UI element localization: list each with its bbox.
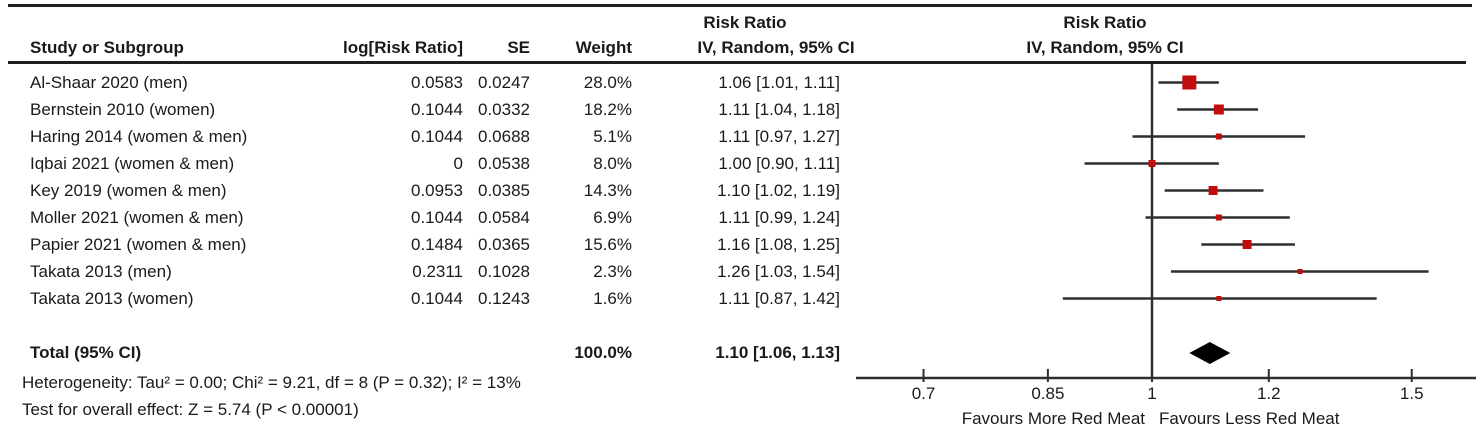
overall-effect-text: Test for overall effect: Z = 5.74 (P < 0…: [22, 400, 359, 419]
table-row: Al-Shaar 2020 (men) 0.0583 0.0247 28.0% 1.06…: [0, 73, 860, 93]
ci-value: 1.00 [0.90, 1.11]: [718, 153, 840, 173]
column-header-ci: IV, Random, 95% CI: [697, 38, 855, 57]
study-label: Takata 2013 (women): [30, 288, 194, 308]
se-value: 0.0247: [478, 72, 530, 92]
column-header-logrr: log[Risk Ratio]: [343, 38, 463, 57]
column-header-weight: Weight: [575, 38, 632, 57]
axis-tick-label: 1: [1147, 384, 1156, 403]
weight-value: 28.0%: [583, 72, 632, 92]
log-rr-value: 0.0953: [411, 180, 463, 200]
se-value: 0.0365: [478, 234, 530, 254]
se-value: 0.1243: [478, 288, 530, 308]
log-rr-value: 0.1044: [411, 207, 463, 227]
log-rr-value: 0: [453, 153, 463, 173]
se-value: 0.0688: [478, 126, 530, 146]
favours-right-label: Favours Less Red Meat: [1159, 409, 1340, 428]
effect-marker: [1148, 160, 1156, 167]
effect-marker: [1215, 133, 1222, 140]
ci-value: 1.11 [0.97, 1.27]: [718, 126, 840, 146]
effect-marker: [1208, 186, 1218, 195]
effect-marker: [1213, 104, 1224, 115]
column-header-study: Study or Subgroup: [30, 38, 184, 57]
study-label: Al-Shaar 2020 (men): [30, 72, 188, 92]
header-rule: [8, 61, 1466, 64]
effect-marker: [1215, 214, 1222, 221]
se-value: 0.0385: [478, 180, 530, 200]
table-row: Iqbai 2021 (women & men) 0 0.0538 8.0% 1.00 …: [0, 154, 860, 174]
favours-left-label: Favours More Red Meat: [962, 409, 1146, 428]
weight-value: 5.1%: [593, 126, 632, 146]
heterogeneity-text: Heterogeneity: Tau² = 0.00; Chi² = 9.21,…: [22, 373, 521, 392]
total-ci-value: 1.10 [1.06, 1.13]: [715, 343, 840, 362]
log-rr-value: 0.1044: [411, 288, 463, 308]
top-rule: [8, 4, 1472, 7]
plot-subtitle: IV, Random, 95% CI: [1026, 38, 1184, 57]
se-value: 0.1028: [478, 261, 530, 281]
se-value: 0.0584: [478, 207, 530, 227]
weight-value: 15.6%: [583, 234, 632, 254]
weight-value: 14.3%: [583, 180, 632, 200]
axis-tick-label: 1.5: [1400, 384, 1424, 403]
weight-value: 8.0%: [593, 153, 632, 173]
log-rr-value: 0.1044: [411, 126, 463, 146]
plot-title: Risk Ratio: [1063, 13, 1147, 32]
effect-marker: [1216, 296, 1222, 301]
axis-tick-label: 0.85: [1031, 384, 1064, 403]
table-row: Moller 2021 (women & men) 0.1044 0.0584 6.9…: [0, 208, 860, 228]
ci-value: 1.10 [1.02, 1.19]: [717, 180, 840, 200]
ci-value: 1.11 [0.87, 1.42]: [718, 288, 840, 308]
log-rr-value: 0.1484: [411, 234, 463, 254]
ci-value: 1.06 [1.01, 1.11]: [718, 72, 840, 92]
study-label: Papier 2021 (women & men): [30, 234, 247, 254]
weight-value: 1.6%: [593, 288, 632, 308]
effect-marker: [1182, 75, 1197, 90]
se-value: 0.0538: [478, 153, 530, 173]
effect-marker: [1242, 240, 1252, 249]
log-rr-value: 0.2311: [412, 261, 463, 281]
se-value: 0.0332: [478, 99, 530, 119]
ci-value: 1.16 [1.08, 1.25]: [717, 234, 840, 254]
column-header-se: SE: [507, 38, 530, 57]
axis-tick-label: 0.7: [912, 384, 936, 403]
log-rr-value: 0.0583: [411, 72, 463, 92]
table-row: Haring 2014 (women & men) 0.1044 0.0688 5.1…: [0, 127, 860, 147]
total-diamond: [1189, 342, 1231, 364]
table-row: Bernstein 2010 (women) 0.1044 0.0332 18.2% 1…: [0, 100, 860, 120]
forest-plot-graphic: 0.7 0.85 1 1.2 1.5 Favours More Red Meat Favou…: [856, 64, 1476, 428]
study-label: Iqbai 2021 (women & men): [30, 153, 235, 173]
ci-value: 1.26 [1.03, 1.54]: [717, 261, 840, 281]
study-label: Bernstein 2010 (women): [30, 99, 216, 119]
study-label: Moller 2021 (women & men): [30, 207, 244, 227]
total-label: Total (95% CI): [30, 343, 142, 362]
table-row: Key 2019 (women & men) 0.0953 0.0385 14.3% 1…: [0, 181, 860, 201]
table-row: Takata 2013 (women) 0.1044 0.1243 1.6% 1.11 …: [0, 289, 860, 309]
study-label: Takata 2013 (men): [30, 261, 172, 281]
log-rr-value: 0.1044: [411, 99, 463, 119]
study-label: Haring 2014 (women & men): [30, 126, 248, 146]
study-label: Key 2019 (women & men): [30, 180, 227, 200]
table-row: Papier 2021 (women & men) 0.1484 0.0365 15.…: [0, 235, 860, 255]
ci-value: 1.11 [1.04, 1.18]: [718, 99, 840, 119]
weight-value: 6.9%: [593, 207, 632, 227]
weight-value: 18.2%: [583, 99, 632, 119]
ci-value: 1.11 [0.99, 1.24]: [718, 207, 840, 227]
effect-marker: [1297, 269, 1303, 274]
total-row: Total (95% CI) 100.0% 1.10 [1.06, 1.13]: [0, 343, 860, 363]
ci-column-title: Risk Ratio: [703, 13, 787, 32]
table-row: Takata 2013 (men) 0.2311 0.1028 2.3% 1.26 [1…: [0, 262, 860, 282]
total-weight: 100.0%: [574, 343, 632, 362]
weight-value: 2.3%: [593, 261, 632, 281]
axis-tick-label: 1.2: [1257, 384, 1281, 403]
